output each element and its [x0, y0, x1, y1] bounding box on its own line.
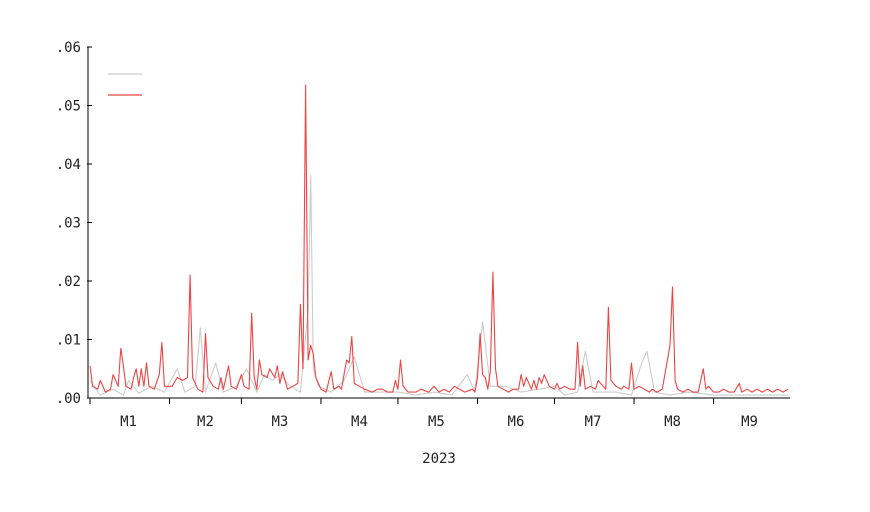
y-tick-label: .03	[56, 216, 81, 232]
y-tick-label: .00	[56, 391, 81, 407]
series-line-1	[89, 175, 788, 396]
legend	[108, 73, 142, 96]
x-tick-label: M8	[664, 414, 681, 430]
y-tick-label: .04	[56, 157, 81, 173]
y-tick-label: .06	[56, 40, 81, 56]
x-tick-label: M2	[197, 414, 214, 430]
x-tick-label: M6	[508, 414, 525, 430]
y-tick-label: .02	[56, 274, 81, 290]
x-tick-label: M3	[271, 414, 288, 430]
y-tick-label: .05	[56, 99, 81, 115]
x-tick-label: M1	[120, 414, 137, 430]
x-tick-label: M5	[428, 414, 445, 430]
y-tick-label: .01	[56, 333, 81, 349]
axes: .00 .01 .02 .03 .04 .05 .06 M1 M2 M3 M4 M5 M6 M7 M8 M9	[56, 40, 790, 430]
x-tick-label: M7	[585, 414, 602, 430]
x-tick-label: M4	[351, 414, 368, 430]
series-line-2	[89, 84, 789, 393]
x-axis-label: 2023	[422, 451, 456, 467]
x-tick-label: M9	[741, 414, 758, 430]
series-lines	[89, 84, 789, 396]
